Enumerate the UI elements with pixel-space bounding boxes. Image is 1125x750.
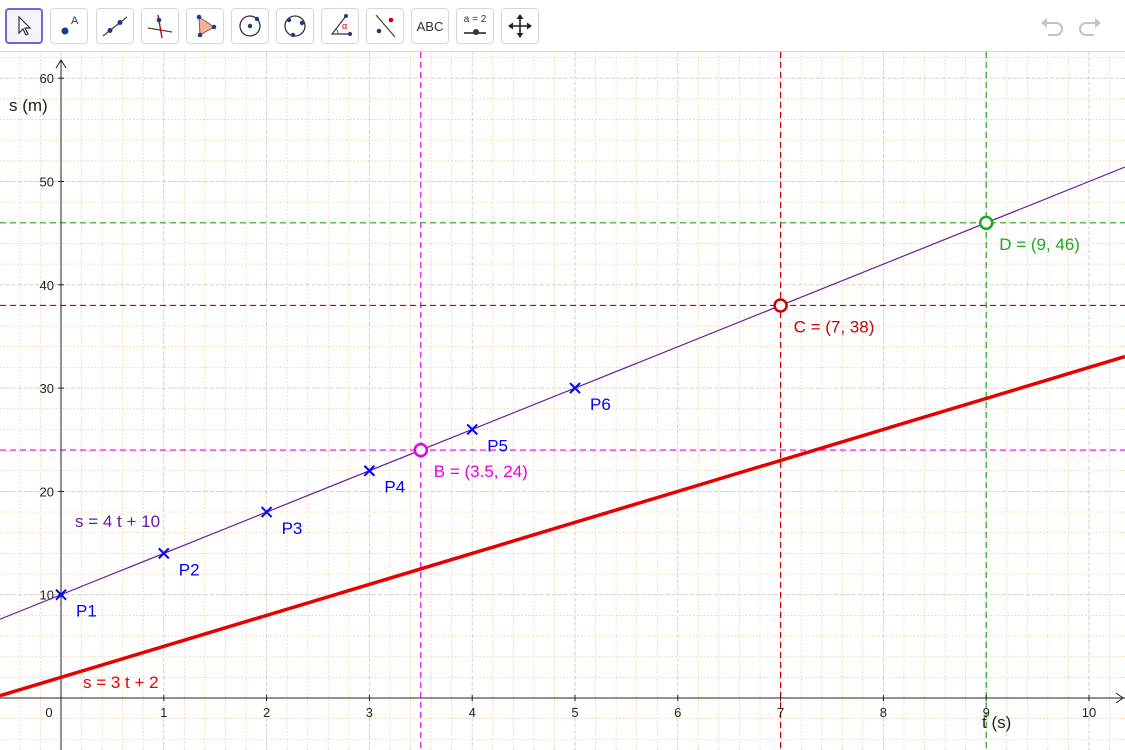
move-arrows-icon — [508, 14, 532, 38]
point-label: P4 — [384, 478, 405, 497]
perpendicular-tool-button[interactable] — [141, 8, 179, 44]
point-label: P3 — [282, 519, 303, 538]
point-icon: A — [61, 15, 79, 35]
point-p2: P2 — [158, 547, 200, 579]
y-axis-label: s (m) — [9, 96, 48, 115]
point-p5: P5 — [466, 423, 508, 455]
point-p3: P3 — [260, 506, 303, 538]
marked-point-label: C = (7, 38) — [794, 317, 875, 336]
reflect-tool-button[interactable] — [366, 8, 404, 44]
point-p4: P4 — [363, 465, 405, 497]
marked-point-b: B = (3.5, 24) — [413, 442, 528, 481]
undo-button[interactable] — [1036, 12, 1068, 40]
redo-icon — [1079, 18, 1101, 36]
line-tool-button[interactable] — [96, 8, 134, 44]
point-marker — [363, 465, 376, 477]
slider-knob-icon — [473, 29, 479, 35]
points: P1 P2 P3 P4 P5 P6 B = (3.5, 24) C = (7, 38) D = … — [55, 215, 1080, 621]
slider-tool-button[interactable]: a = 2 — [456, 8, 494, 44]
point-label: P5 — [487, 436, 508, 455]
function-label-purple: s = 4 t + 10 — [75, 512, 160, 531]
angle-tool-button[interactable]: α — [321, 8, 359, 44]
angle-tool-label: α — [342, 21, 347, 31]
x-tick-label: 9 — [983, 705, 990, 720]
y-tick-label: 20 — [40, 484, 54, 499]
perpendicular-line-icon — [147, 14, 173, 39]
x-tick-label: 0 — [45, 705, 52, 720]
marked-point-label: D = (9, 46) — [999, 235, 1080, 254]
point-marker — [466, 423, 478, 436]
guide-lines — [0, 52, 1125, 750]
slider-tool-label: a = 2 — [463, 14, 487, 25]
marked-point-marker — [978, 215, 994, 231]
y-tick-label: 50 — [40, 175, 54, 190]
reflect-icon — [375, 14, 396, 38]
angle-icon: α — [330, 14, 352, 36]
redo-button[interactable] — [1074, 12, 1106, 40]
function-label-red: s = 3 t + 2 — [83, 673, 159, 692]
y-tick-label: 60 — [40, 71, 54, 86]
polygon-tool-button[interactable] — [186, 8, 224, 44]
function-graphs — [0, 166, 1125, 698]
x-axis-arrow-icon — [1115, 692, 1124, 704]
undo-icon — [1041, 18, 1063, 36]
grid — [0, 52, 1125, 750]
circle-three-points-icon — [284, 15, 306, 38]
function-line-purple — [0, 166, 1125, 620]
y-tick-label: 30 — [40, 381, 54, 396]
axes — [0, 59, 1125, 750]
circle-center-point-tool-button[interactable] — [231, 8, 269, 44]
x-tick-label: 4 — [469, 705, 476, 720]
marked-point-marker — [413, 442, 429, 458]
marked-point-d: D = (9, 46) — [978, 215, 1080, 254]
move-graphics-tool-button[interactable] — [501, 8, 539, 44]
y-axis-arrow-icon — [55, 59, 67, 69]
circle-center-icon — [239, 15, 261, 37]
point-tool-label: A — [71, 15, 79, 27]
marked-point-marker — [773, 298, 788, 313]
point-label: P1 — [76, 602, 97, 621]
x-tick-label: 2 — [263, 705, 270, 720]
point-label: P2 — [179, 560, 200, 579]
y-tick-label: 40 — [40, 278, 54, 293]
point-p6: P6 — [569, 382, 611, 414]
text-tool-button[interactable]: ABC — [411, 8, 449, 44]
marked-point-label: B = (3.5, 24) — [434, 462, 528, 481]
move-tool-button[interactable] — [5, 8, 43, 44]
x-tick-label: 5 — [571, 705, 578, 720]
toolbar: A α ABC a = 2 — [0, 0, 1125, 52]
x-tick-label: 6 — [674, 705, 681, 720]
x-tick-label: 1 — [160, 705, 167, 720]
point-marker — [569, 382, 581, 394]
point-tool-button[interactable]: A — [50, 8, 88, 44]
x-tick-label: 7 — [777, 705, 784, 720]
polygon-icon — [196, 14, 217, 38]
point-p1: P1 — [55, 588, 97, 621]
marked-point-c: C = (7, 38) — [773, 298, 875, 336]
x-tick-label: 3 — [366, 705, 373, 720]
line-through-points-icon — [102, 16, 128, 37]
point-marker — [158, 547, 170, 560]
circle-three-points-tool-button[interactable] — [276, 8, 314, 44]
x-tick-label: 8 — [880, 705, 887, 720]
text-tool-label: ABC — [416, 18, 444, 34]
x-axis-label: t (s) — [982, 713, 1011, 732]
function-line-red — [0, 354, 1125, 698]
point-label: P6 — [590, 395, 611, 414]
point-marker — [260, 506, 273, 518]
point-marker — [55, 588, 67, 601]
arrow-cursor-icon — [18, 15, 32, 36]
x-tick-label: 10 — [1082, 705, 1096, 720]
